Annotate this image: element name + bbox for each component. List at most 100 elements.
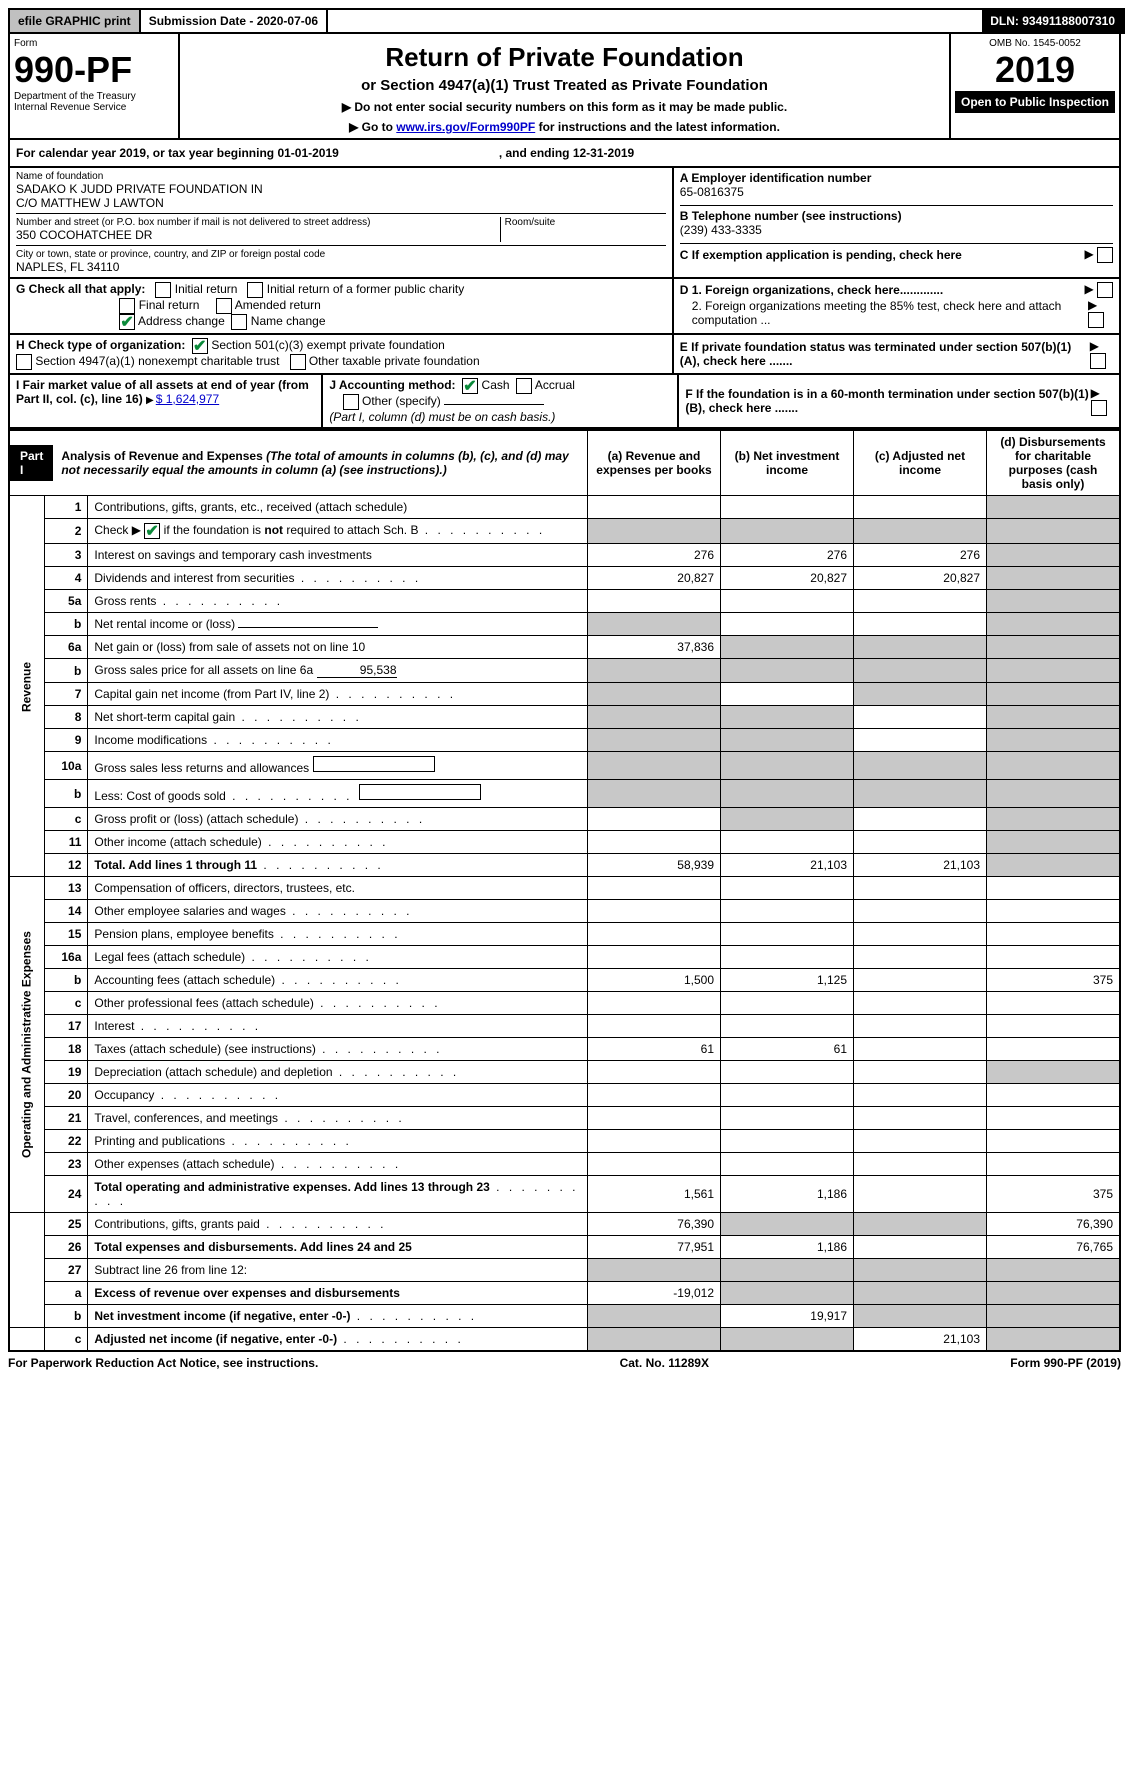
row-10c: cGross profit or (loss) (attach schedule… <box>9 808 1120 831</box>
calendar-year-row: For calendar year 2019, or tax year begi… <box>8 140 1121 168</box>
r12-b: 21,103 <box>721 854 854 877</box>
row-8: 8Net short-term capital gain <box>9 706 1120 729</box>
other-taxable-label: Other taxable private foundation <box>309 354 480 368</box>
fmv-value[interactable]: $ 1,624,977 <box>156 392 219 406</box>
part-i-header-row: Part I Analysis of Revenue and Expenses … <box>9 430 1120 496</box>
r3-num: 3 <box>45 544 88 567</box>
row-20: 20Occupancy <box>9 1084 1120 1107</box>
4947a1-label: Section 4947(a)(1) nonexempt charitable … <box>35 354 279 368</box>
r27b-num: b <box>45 1305 88 1328</box>
r27a-text: Excess of revenue over expenses and disb… <box>94 1286 399 1300</box>
r19-num: 19 <box>45 1061 88 1084</box>
section-ijf-row: I Fair market value of all assets at end… <box>8 375 1121 429</box>
r23-text: Other expenses (attach schedule) <box>88 1153 588 1176</box>
row-3: 3Interest on savings and temporary cash … <box>9 544 1120 567</box>
section-h-e-row: H Check type of organization: Section 50… <box>8 335 1121 375</box>
r12-c: 21,103 <box>854 854 987 877</box>
form-title: Return of Private Foundation <box>184 42 945 73</box>
r14-num: 14 <box>45 900 88 923</box>
foundation-name: SADAKO K JUDD PRIVATE FOUNDATION IN <box>16 182 666 196</box>
section-d: D 1. Foreign organizations, check here..… <box>674 279 1119 333</box>
d2-label: 2. Foreign organizations meeting the 85%… <box>680 299 1088 327</box>
r7-text: Capital gain net income (from Part IV, l… <box>88 683 588 706</box>
d2-checkbox[interactable] <box>1088 312 1104 328</box>
c-checkbox[interactable] <box>1097 247 1113 263</box>
dln-label: DLN: 93491188007310 <box>982 10 1123 32</box>
row-21: 21Travel, conferences, and meetings <box>9 1107 1120 1130</box>
r2-text: Check ▶ if the foundation is not require… <box>88 519 588 544</box>
irs-link[interactable]: www.irs.gov/Form990PF <box>396 120 535 134</box>
row-17: 17Interest <box>9 1015 1120 1038</box>
entity-row: Name of foundation SADAKO K JUDD PRIVATE… <box>8 168 1121 279</box>
accrual-checkbox[interactable] <box>516 378 532 394</box>
r8-text: Net short-term capital gain <box>88 706 588 729</box>
d1-label: D 1. Foreign organizations, check here..… <box>680 283 943 297</box>
r10c-num: c <box>45 808 88 831</box>
r16b-a: 1,500 <box>588 969 721 992</box>
section-g: G Check all that apply: Initial return I… <box>10 279 674 333</box>
f-checkbox[interactable] <box>1091 400 1107 416</box>
r10b-text: Less: Cost of goods sold <box>88 780 588 808</box>
r16b-text: Accounting fees (attach schedule) <box>88 969 588 992</box>
r23-num: 23 <box>45 1153 88 1176</box>
r13-num: 13 <box>45 877 88 900</box>
col-a-head: (a) Revenue and expenses per books <box>588 430 721 496</box>
form-title-block: Return of Private Foundation or Section … <box>180 34 949 138</box>
r13-text: Compensation of officers, directors, tru… <box>88 877 588 900</box>
city-label: City or town, state or province, country… <box>16 249 666 260</box>
r27-num: 27 <box>45 1259 88 1282</box>
r16a-text: Legal fees (attach schedule) <box>88 946 588 969</box>
r16a-num: 16a <box>45 946 88 969</box>
d1-checkbox[interactable] <box>1097 282 1113 298</box>
instr-line2: ▶ Go to www.irs.gov/Form990PF for instru… <box>184 120 945 134</box>
r9-text: Income modifications <box>88 729 588 752</box>
room-label: Room/suite <box>505 217 666 228</box>
r26-a: 77,951 <box>588 1236 721 1259</box>
row-9: 9Income modifications <box>9 729 1120 752</box>
other-taxable-checkbox[interactable] <box>290 354 306 370</box>
r5b-num: b <box>45 613 88 636</box>
foundation-name2: C/O MATTHEW J LAWTON <box>16 196 666 210</box>
form-label: Form <box>14 38 174 49</box>
r10a-num: 10a <box>45 752 88 780</box>
form-header: Form 990-PF Department of the Treasury I… <box>8 34 1121 140</box>
r3-c: 276 <box>854 544 987 567</box>
r2-num: 2 <box>45 519 88 544</box>
form-subtitle: or Section 4947(a)(1) Trust Treated as P… <box>184 77 945 94</box>
r18-b: 61 <box>721 1038 854 1061</box>
other-method-label: Other (specify) <box>362 394 441 408</box>
amended-return-checkbox[interactable] <box>216 298 232 314</box>
address-change-checkbox[interactable] <box>119 314 135 330</box>
r6a-text: Net gain or (loss) from sale of assets n… <box>88 636 588 659</box>
addr-label: Number and street (or P.O. box number if… <box>16 217 500 228</box>
submission-date: Submission Date - 2020-07-06 <box>139 10 328 32</box>
r19-text: Depreciation (attach schedule) and deple… <box>88 1061 588 1084</box>
initial-former-checkbox[interactable] <box>247 282 263 298</box>
city-state-zip: NAPLES, FL 34110 <box>16 260 666 274</box>
r4-a: 20,827 <box>588 567 721 590</box>
g-label: G Check all that apply: <box>16 282 145 296</box>
r26-d: 76,765 <box>987 1236 1121 1259</box>
section-i: I Fair market value of all assets at end… <box>10 375 323 427</box>
row-6a: 6aNet gain or (loss) from sale of assets… <box>9 636 1120 659</box>
r18-num: 18 <box>45 1038 88 1061</box>
dept-label: Department of the Treasury <box>14 91 174 102</box>
r25-a: 76,390 <box>588 1213 721 1236</box>
cash-checkbox[interactable] <box>462 378 478 394</box>
r26-b: 1,186 <box>721 1236 854 1259</box>
instr2-post: for instructions and the latest informat… <box>535 120 780 134</box>
other-method-checkbox[interactable] <box>343 394 359 410</box>
instr-line1: ▶ Do not enter social security numbers o… <box>184 100 945 114</box>
4947a1-checkbox[interactable] <box>16 354 32 370</box>
name-change-checkbox[interactable] <box>231 314 247 330</box>
r24-num: 24 <box>45 1176 88 1213</box>
schb-checkbox[interactable] <box>144 523 160 539</box>
row-16b: bAccounting fees (attach schedule)1,5001… <box>9 969 1120 992</box>
part-i-table: Part I Analysis of Revenue and Expenses … <box>8 429 1121 1352</box>
footer-center: Cat. No. 11289X <box>620 1356 709 1370</box>
r6b-inline: 95,538 <box>317 663 397 678</box>
501c3-checkbox[interactable] <box>192 338 208 354</box>
e-checkbox[interactable] <box>1090 353 1106 369</box>
initial-return-checkbox[interactable] <box>155 282 171 298</box>
section-f: F If the foundation is in a 60-month ter… <box>679 375 1119 427</box>
